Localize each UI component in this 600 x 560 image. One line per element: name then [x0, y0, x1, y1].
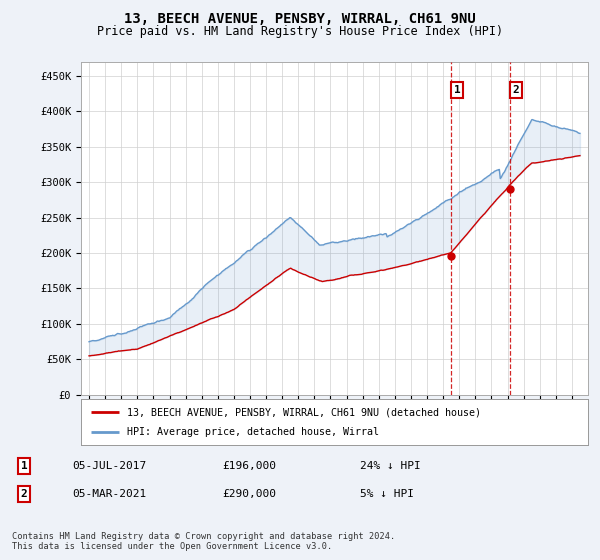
Text: 05-MAR-2021: 05-MAR-2021 [72, 489, 146, 499]
Text: £196,000: £196,000 [222, 461, 276, 471]
Text: 13, BEECH AVENUE, PENSBY, WIRRAL, CH61 9NU (detached house): 13, BEECH AVENUE, PENSBY, WIRRAL, CH61 9… [127, 407, 481, 417]
Text: Price paid vs. HM Land Registry's House Price Index (HPI): Price paid vs. HM Land Registry's House … [97, 25, 503, 38]
Text: 1: 1 [454, 85, 460, 95]
Text: 2: 2 [20, 489, 28, 499]
Text: 24% ↓ HPI: 24% ↓ HPI [360, 461, 421, 471]
Text: 1: 1 [20, 461, 28, 471]
Text: HPI: Average price, detached house, Wirral: HPI: Average price, detached house, Wirr… [127, 427, 379, 437]
Text: 05-JUL-2017: 05-JUL-2017 [72, 461, 146, 471]
Text: 13, BEECH AVENUE, PENSBY, WIRRAL, CH61 9NU: 13, BEECH AVENUE, PENSBY, WIRRAL, CH61 9… [124, 12, 476, 26]
Text: £290,000: £290,000 [222, 489, 276, 499]
Text: Contains HM Land Registry data © Crown copyright and database right 2024.
This d: Contains HM Land Registry data © Crown c… [12, 532, 395, 551]
Text: 2: 2 [512, 85, 520, 95]
Text: 5% ↓ HPI: 5% ↓ HPI [360, 489, 414, 499]
